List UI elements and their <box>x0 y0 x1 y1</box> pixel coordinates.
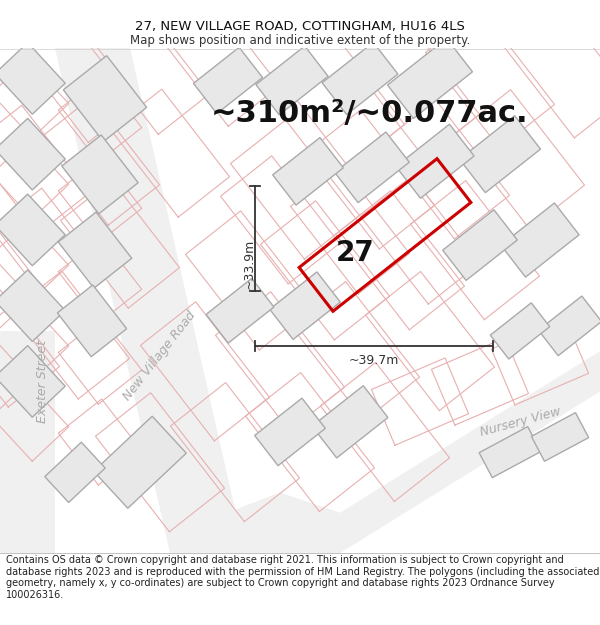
Polygon shape <box>45 442 105 503</box>
Text: Contains OS data © Crown copyright and database right 2021. This information is : Contains OS data © Crown copyright and d… <box>6 555 599 600</box>
Polygon shape <box>0 194 65 266</box>
Polygon shape <box>269 272 340 339</box>
Polygon shape <box>64 56 146 142</box>
Polygon shape <box>0 346 65 418</box>
Polygon shape <box>538 296 600 356</box>
Polygon shape <box>335 132 409 202</box>
Polygon shape <box>443 210 517 281</box>
Polygon shape <box>490 303 550 359</box>
Polygon shape <box>460 116 541 192</box>
Polygon shape <box>256 46 328 115</box>
Polygon shape <box>58 212 132 288</box>
Text: Map shows position and indicative extent of the property.: Map shows position and indicative extent… <box>130 34 470 47</box>
Polygon shape <box>312 386 388 458</box>
Polygon shape <box>479 427 541 478</box>
Polygon shape <box>0 42 65 114</box>
Polygon shape <box>58 285 127 357</box>
Text: 27, NEW VILLAGE ROAD, COTTINGHAM, HU16 4LS: 27, NEW VILLAGE ROAD, COTTINGHAM, HU16 4… <box>135 21 465 33</box>
Polygon shape <box>501 203 579 277</box>
Text: ~39.7m: ~39.7m <box>349 354 399 367</box>
Polygon shape <box>0 118 65 190</box>
Polygon shape <box>272 138 343 205</box>
Polygon shape <box>62 135 138 214</box>
Text: ~310m²/~0.077ac.: ~310m²/~0.077ac. <box>211 99 529 128</box>
Polygon shape <box>322 42 398 114</box>
Polygon shape <box>94 416 187 508</box>
Polygon shape <box>254 398 325 466</box>
Polygon shape <box>193 48 263 114</box>
Polygon shape <box>388 38 472 119</box>
Text: Nursery View: Nursery View <box>478 405 562 439</box>
Text: ~33.9m: ~33.9m <box>242 239 256 289</box>
Text: Exeter Street: Exeter Street <box>35 340 49 423</box>
Text: New Village Road: New Village Road <box>121 309 199 403</box>
Polygon shape <box>396 124 474 198</box>
Polygon shape <box>532 412 589 461</box>
Polygon shape <box>0 331 55 553</box>
Polygon shape <box>55 48 245 553</box>
Polygon shape <box>206 278 274 343</box>
Polygon shape <box>0 270 65 341</box>
Polygon shape <box>170 492 340 553</box>
Polygon shape <box>340 351 600 553</box>
Text: 27: 27 <box>335 239 374 267</box>
